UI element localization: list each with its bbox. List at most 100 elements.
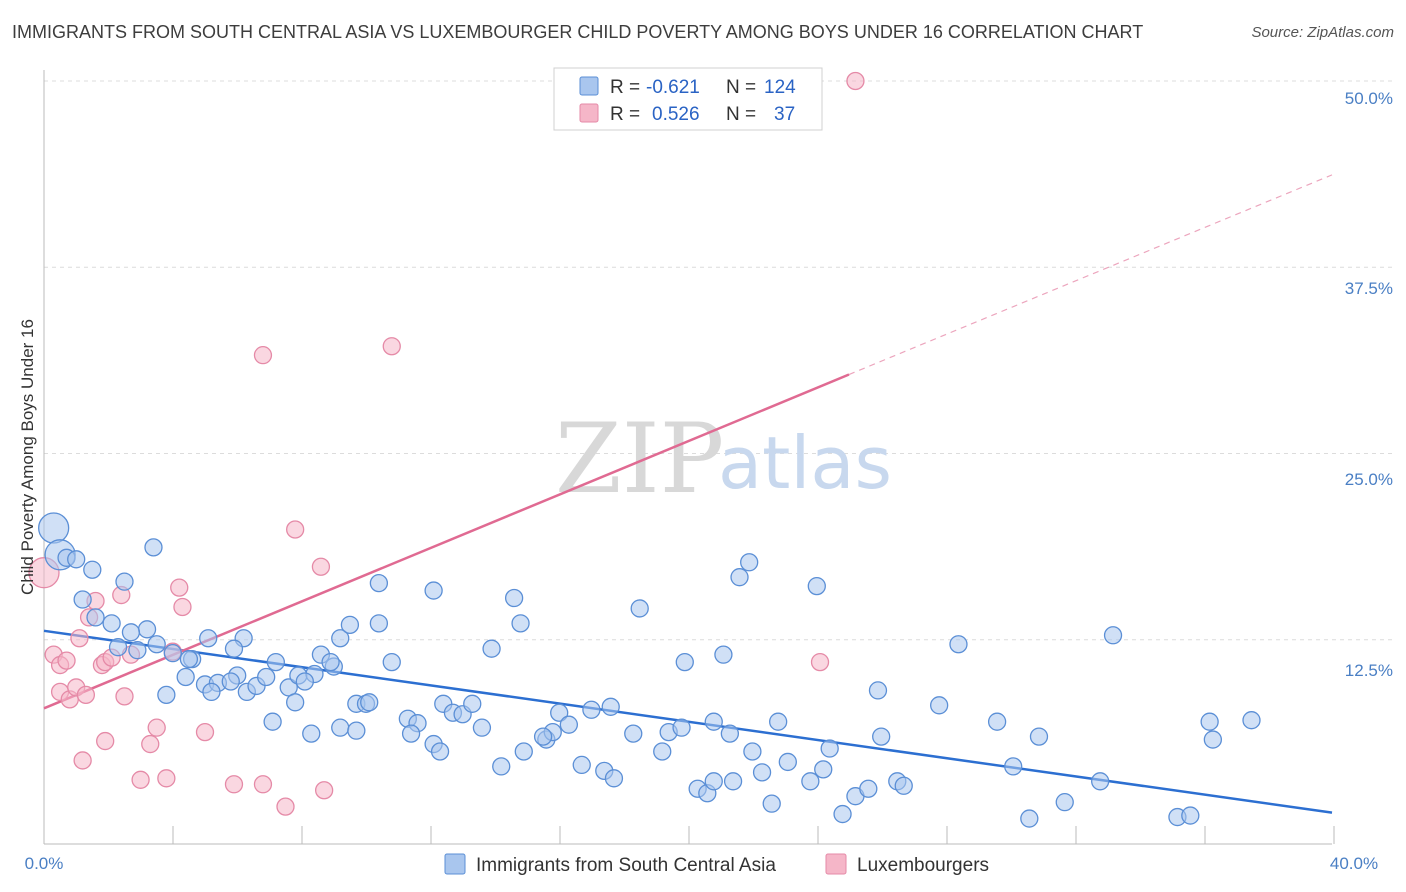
data-point-south-central-asia	[987, 712, 1007, 731]
correlation-legend: R = -0.621 N = 124 R = 0.526 N = 37	[553, 67, 823, 131]
data-point-south-central-asia	[868, 681, 888, 700]
data-point-south-central-asia	[331, 718, 350, 737]
data-point-luxembourgers	[170, 578, 189, 597]
data-point-south-central-asia	[224, 639, 244, 658]
data-point-south-central-asia	[360, 693, 379, 712]
watermark-atlas: atlas	[718, 421, 892, 505]
data-point-south-central-asia	[740, 553, 759, 572]
y-tick-label: 12.5%	[1345, 661, 1393, 680]
data-point-south-central-asia	[762, 794, 781, 813]
data-point-south-central-asia	[833, 804, 852, 824]
data-point-south-central-asia	[630, 599, 649, 618]
data-point-south-central-asia	[1004, 757, 1023, 776]
data-point-luxembourgers	[286, 520, 305, 539]
chart-source: Source: ZipAtlas.com	[1251, 24, 1394, 41]
data-point-south-central-asia	[176, 667, 195, 687]
data-point-luxembourgers	[846, 71, 865, 91]
bottom-legend-label: Luxembourgers	[857, 855, 989, 876]
data-point-luxembourgers	[224, 775, 244, 794]
legend-n-value: 37	[774, 104, 795, 125]
data-point-south-central-asia	[1029, 727, 1049, 746]
data-point-luxembourgers	[276, 797, 295, 816]
data-point-luxembourgers	[96, 731, 115, 751]
data-point-south-central-asia	[1020, 809, 1039, 828]
data-point-south-central-asia	[302, 724, 321, 743]
data-point-south-central-asia	[1203, 730, 1223, 749]
data-point-south-central-asia	[1200, 712, 1219, 731]
data-point-luxembourgers	[76, 685, 96, 705]
data-point-south-central-asia	[704, 772, 723, 791]
data-point-south-central-asia	[720, 724, 740, 743]
data-point-south-central-asia	[102, 614, 121, 633]
data-point-south-central-asia	[472, 718, 492, 737]
data-point-south-central-asia	[820, 739, 839, 758]
bottom-legend-swatch-blue	[444, 853, 466, 875]
data-point-south-central-asia	[163, 644, 182, 663]
data-point-south-central-asia	[492, 757, 511, 776]
data-point-south-central-asia	[533, 727, 553, 746]
data-point-south-central-asia	[295, 672, 314, 691]
data-point-south-central-asia	[514, 742, 533, 761]
series-south-central-asia	[38, 512, 1261, 828]
data-point-south-central-asia	[752, 763, 772, 782]
data-point-luxembourgers	[57, 651, 76, 670]
y-tick-label: 37.5%	[1345, 279, 1393, 298]
data-point-south-central-asia	[1242, 711, 1261, 730]
data-point-south-central-asia	[369, 573, 389, 593]
data-point-luxembourgers	[195, 722, 215, 742]
legend-r-value: -0.621	[646, 77, 700, 98]
data-point-south-central-asia	[86, 608, 105, 627]
data-point-south-central-asia	[704, 712, 723, 731]
gridlines	[44, 80, 1392, 641]
data-point-south-central-asia	[601, 697, 620, 716]
legend-r-label: R =	[610, 77, 640, 98]
data-point-south-central-asia	[115, 572, 134, 591]
data-point-south-central-asia	[550, 703, 569, 722]
chart-title: IMMIGRANTS FROM SOUTH CENTRAL ASIA VS LU…	[12, 22, 1144, 42]
data-point-south-central-asia	[147, 635, 166, 654]
data-point-south-central-asia	[1181, 806, 1200, 825]
data-point-south-central-asia	[128, 641, 147, 660]
data-point-luxembourgers	[70, 629, 89, 648]
legend-r-value: 0.526	[652, 104, 700, 125]
legend-n-label: N =	[726, 77, 756, 98]
legend-r-label: R =	[610, 104, 640, 125]
data-point-luxembourgers	[131, 770, 150, 789]
data-point-south-central-asia	[801, 772, 820, 791]
data-point-south-central-asia	[572, 755, 591, 775]
x-tick-label: 40.0%	[1330, 854, 1378, 873]
bottom-legend-swatch-pink	[825, 853, 847, 875]
data-point-south-central-asia	[331, 629, 350, 648]
data-point-south-central-asia	[221, 672, 240, 691]
y-axis-label: Child Poverty Among Boys Under 16	[18, 319, 37, 595]
data-point-south-central-asia	[949, 635, 968, 654]
trend-line-extension	[848, 174, 1333, 376]
data-point-luxembourgers	[314, 781, 334, 800]
data-point-south-central-asia	[778, 752, 797, 772]
data-point-south-central-asia	[266, 652, 285, 672]
data-point-south-central-asia	[179, 649, 199, 669]
data-point-south-central-asia	[859, 779, 878, 798]
data-point-luxembourgers	[810, 652, 830, 672]
series-legend: Immigrants from South Central Asia Luxem…	[444, 853, 989, 876]
data-point-south-central-asia	[814, 760, 833, 779]
data-point-south-central-asia	[199, 629, 218, 648]
data-point-south-central-asia	[144, 538, 163, 557]
data-point-south-central-asia	[257, 667, 276, 687]
data-point-luxembourgers	[157, 769, 176, 788]
data-point-luxembourgers	[173, 597, 192, 617]
data-point-south-central-asia	[463, 694, 482, 713]
data-point-south-central-asia	[286, 693, 305, 712]
data-point-south-central-asia	[504, 588, 524, 608]
legend-swatch-blue	[579, 76, 599, 96]
data-point-south-central-asia	[401, 724, 421, 743]
data-point-south-central-asia	[1091, 772, 1110, 791]
data-point-south-central-asia	[321, 652, 340, 672]
data-point-south-central-asia	[604, 769, 624, 788]
watermark-zip: ZIP	[555, 403, 724, 515]
data-point-south-central-asia	[202, 682, 221, 702]
data-point-luxembourgers	[147, 718, 166, 737]
data-point-south-central-asia	[382, 652, 401, 672]
data-point-south-central-asia	[730, 568, 749, 587]
